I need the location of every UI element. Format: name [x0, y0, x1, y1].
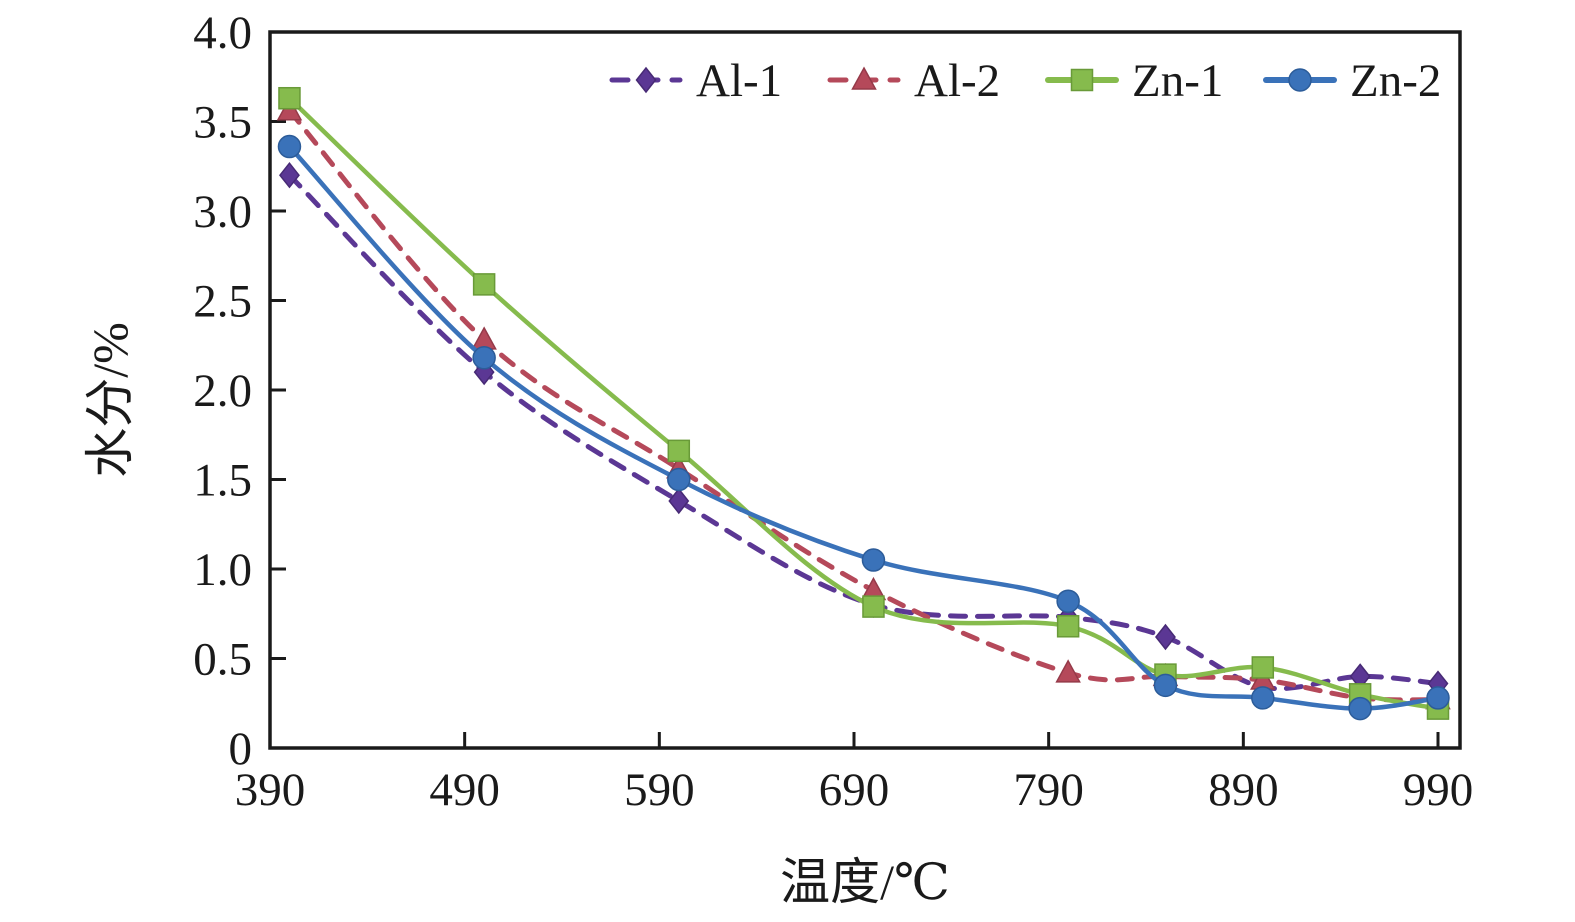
series-line-zn-2	[287, 144, 1441, 711]
point-zn-2-800	[1056, 589, 1080, 613]
point-al-1-400	[279, 161, 300, 189]
y-tick-label: 0	[229, 723, 253, 775]
legend-label-zn-1: Zn-1	[1132, 55, 1223, 107]
y-tick-label: 3.5	[193, 97, 252, 149]
y-tick-label: 2.5	[193, 276, 252, 328]
y-tick-label: 3.0	[193, 186, 252, 238]
y-tick-label: 1.5	[193, 455, 252, 507]
point-zn-1-800	[1056, 615, 1080, 638]
point-zn-2-990	[1426, 686, 1450, 710]
point-zn-1-900	[1251, 656, 1275, 679]
point-zn-2-700	[861, 548, 886, 572]
x-tick-label: 690	[819, 764, 890, 816]
point-al-2-800	[1055, 659, 1081, 683]
x-tick-label: 490	[429, 764, 500, 816]
y-tick-label: 0.5	[193, 634, 252, 686]
point-al-2-500	[471, 326, 497, 350]
point-zn-2-400	[277, 134, 302, 159]
legend-label-al-2: Al-2	[914, 55, 1000, 107]
x-tick-label: 390	[235, 764, 306, 816]
x-tick-label: 890	[1208, 764, 1279, 816]
legend-label-al-1: Al-1	[696, 55, 782, 107]
point-zn-2-900	[1251, 686, 1275, 710]
legend-marker-zn-2	[1288, 68, 1312, 92]
point-al-1-600	[668, 487, 690, 515]
point-zn-1-400	[278, 86, 301, 110]
point-zn-2-850	[1153, 673, 1178, 698]
x-tick-label: 790	[1013, 764, 1084, 816]
x-tick-label: 990	[1403, 764, 1474, 816]
point-zn-2-600	[667, 467, 691, 492]
point-zn-1-700	[862, 595, 885, 618]
y-axis-title: 水分/%	[82, 322, 138, 478]
point-zn-1-500	[472, 273, 496, 296]
y-tick-label: 2.0	[193, 365, 252, 417]
x-tick-label: 590	[624, 764, 695, 816]
point-zn-1-600	[667, 439, 691, 463]
legend-marker-al-2	[851, 66, 877, 90]
point-zn-2-950	[1348, 696, 1372, 721]
y-tick-label: 1.0	[193, 544, 252, 596]
legend-marker-zn-1	[1070, 68, 1094, 92]
legend-label-zn-2: Zn-2	[1350, 55, 1441, 107]
point-al-1-850	[1155, 623, 1176, 651]
legend-marker-al-1	[635, 66, 657, 94]
point-zn-2-500	[472, 346, 496, 370]
x-axis-title: 温度/℃	[780, 854, 950, 910]
y-tick-label: 4.0	[193, 7, 252, 59]
plot-frame	[268, 30, 1462, 750]
